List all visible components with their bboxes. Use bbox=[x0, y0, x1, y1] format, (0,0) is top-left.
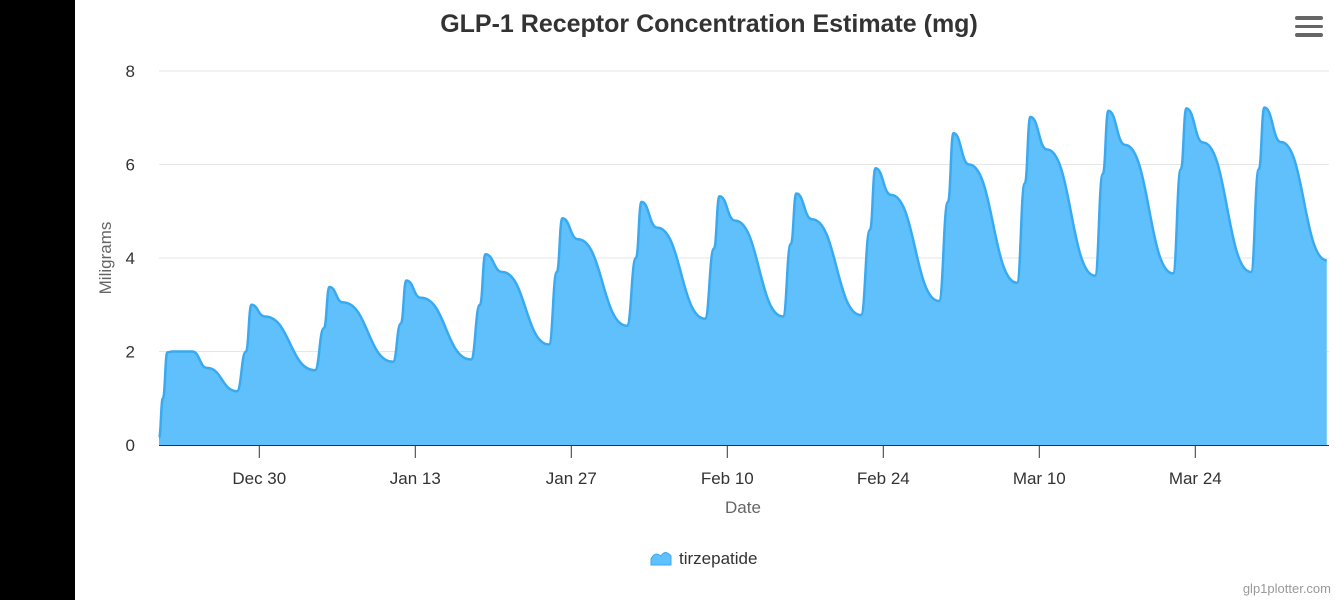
menu-icon-bar bbox=[1295, 16, 1323, 20]
menu-icon-bar bbox=[1295, 33, 1323, 37]
y-axis-ticks: 0 2 4 6 8 bbox=[126, 62, 135, 455]
credits-link[interactable]: glp1plotter.com bbox=[1242, 581, 1331, 596]
x-tick-label: Dec 30 bbox=[232, 469, 286, 488]
chart-menu-button[interactable] bbox=[1295, 16, 1323, 40]
legend-label-tirzepatide: tirzepatide bbox=[679, 549, 757, 568]
y-tick-label: 8 bbox=[126, 62, 135, 81]
series-area-tirzepatide[interactable] bbox=[159, 107, 1327, 445]
y-tick-label: 6 bbox=[126, 156, 135, 175]
x-tick-label: Feb 24 bbox=[857, 469, 910, 488]
x-axis-title: Date bbox=[725, 498, 761, 517]
chart-svg: 0 2 4 6 8 Dec 30 Jan 13 Jan 27 Feb 10 Feb 24 Mar … bbox=[96, 62, 1329, 568]
legend-item-tirzepatide[interactable]: tirzepatide bbox=[650, 549, 757, 568]
x-tick-label: Mar 10 bbox=[1013, 469, 1066, 488]
x-tick-label: Feb 10 bbox=[701, 469, 754, 488]
chart-title: GLP-1 Receptor Concentration Estimate (m… bbox=[440, 10, 978, 38]
y-tick-label: 0 bbox=[126, 436, 135, 455]
chart-panel: GLP-1 Receptor Concentration Estimate (m… bbox=[75, 0, 1343, 600]
x-axis-ticks: Dec 30 Jan 13 Jan 27 Feb 10 Feb 24 Mar 10 Mar … bbox=[232, 445, 1222, 488]
x-tick-label: Mar 24 bbox=[1169, 469, 1222, 488]
legend-symbol-tirzepatide bbox=[650, 552, 672, 566]
series-line-tirzepatide[interactable] bbox=[157, 106, 1328, 440]
y-tick-label: 2 bbox=[126, 343, 135, 362]
x-tick-label: Jan 27 bbox=[546, 469, 597, 488]
y-tick-label: 4 bbox=[126, 249, 135, 268]
y-axis-title: Miligrams bbox=[96, 222, 115, 295]
x-tick-label: Jan 13 bbox=[390, 469, 441, 488]
menu-icon-bar bbox=[1295, 24, 1323, 28]
